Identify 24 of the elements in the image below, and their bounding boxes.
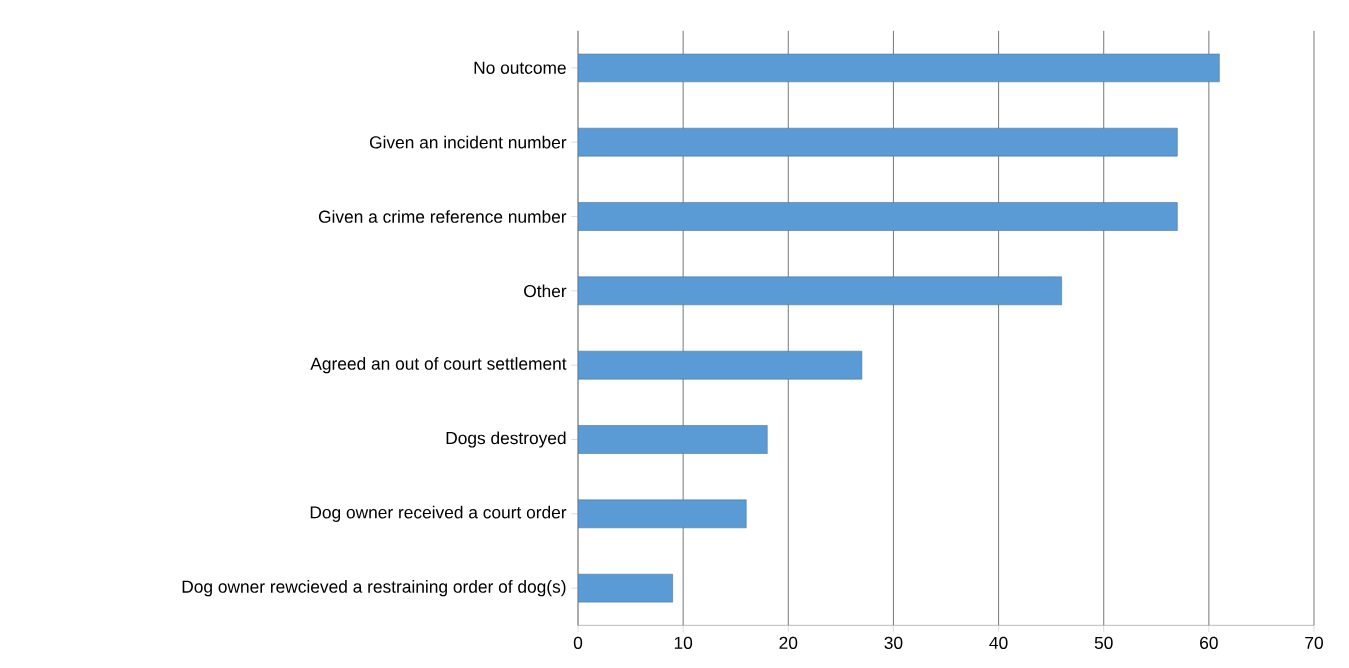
bar	[578, 202, 1178, 231]
x-tick-label: 60	[1200, 636, 1218, 649]
y-tick-label: Dog owner rewcieved a restraining order of dog(s)	[182, 580, 566, 597]
bar	[578, 425, 768, 454]
x-tick-label: 40	[989, 636, 1008, 649]
x-tick-label: 30	[884, 636, 903, 649]
bar	[578, 499, 747, 529]
x-tick-label: 10	[674, 636, 693, 649]
bar	[578, 53, 1220, 83]
y-tick-label: Dogs destroyed	[446, 431, 566, 448]
y-tick-label: Other	[524, 284, 567, 298]
y-tick-label: Dog owner received a court order	[310, 505, 567, 522]
bar	[578, 127, 1178, 157]
bar	[578, 350, 863, 380]
bar	[578, 573, 673, 603]
x-tick-label: 70	[1305, 636, 1323, 649]
y-tick-label: Given a crime reference number	[318, 210, 567, 223]
y-tick-label: No outcome	[474, 61, 566, 74]
x-tick-label: 50	[1094, 636, 1113, 649]
x-tick-label: 0	[573, 636, 583, 649]
bar	[578, 276, 1062, 306]
y-tick-label: Given an incident number	[369, 135, 567, 149]
x-tick-label: 20	[779, 636, 798, 649]
y-tick-label: Agreed an out of court settlement	[310, 357, 567, 374]
